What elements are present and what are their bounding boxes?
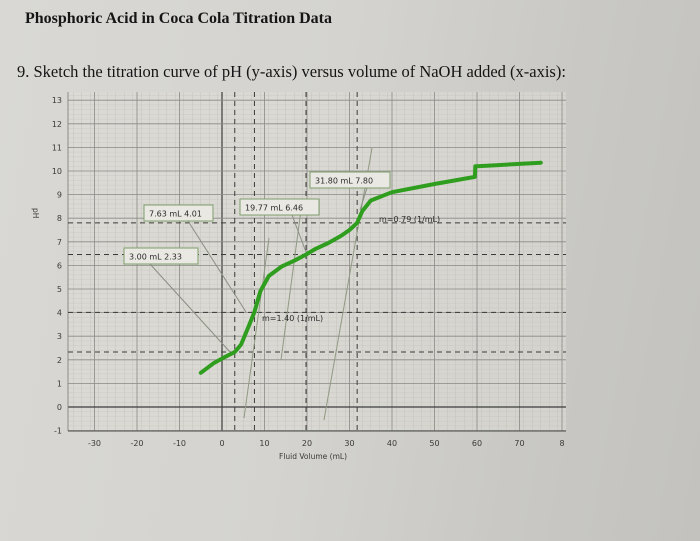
callout-leader-line <box>149 263 231 353</box>
x-axis-ticks: -30 -20 -10 0 10 20 30 40 50 60 70 8 <box>88 439 565 448</box>
x-tick-label: 50 <box>429 439 439 448</box>
x-tick-label: 0 <box>219 439 224 448</box>
tangent-line <box>323 147 373 421</box>
x-tick-label: 30 <box>344 439 354 448</box>
question-text: 9. Sketch the titration curve of pH (y-a… <box>17 62 566 81</box>
ph-curve <box>198 160 543 375</box>
y-tick-label: 0 <box>57 403 62 412</box>
x-tick-label: 40 <box>387 439 397 448</box>
y-tick-label: 11 <box>52 143 62 152</box>
callout-box <box>143 204 214 222</box>
x-tick-label: 60 <box>472 439 482 448</box>
x-tick-label: 70 <box>514 439 524 448</box>
y-tick-label: -1 <box>54 427 62 436</box>
x-tick-label: 20 <box>302 439 312 448</box>
y-tick-label: 8 <box>57 214 62 223</box>
document-title: Phosphoric Acid in Coca Cola Titration D… <box>25 10 332 27</box>
y-tick-label: 6 <box>57 261 62 270</box>
x-tick-label: 10 <box>259 439 269 448</box>
y-axis-label: pH <box>31 208 40 218</box>
y-tick-label: 10 <box>52 167 62 176</box>
callout-label: 31.80 mL 7.80 <box>315 177 373 186</box>
y-tick-label: 1 <box>57 379 62 388</box>
y-tick-label: 4 <box>57 309 62 318</box>
x-tick-label: 8 <box>559 439 564 448</box>
tangent-lines <box>243 147 373 421</box>
x-tick-label: -20 <box>130 439 143 448</box>
annotation-callouts: 3.00 mL 2.33 7.63 mL 4.01 19.77 mL 6.46 31.… <box>123 171 440 353</box>
callout-label: 19.77 mL 6.46 <box>245 204 303 213</box>
y-tick-label: 5 <box>57 285 62 294</box>
callout-box <box>239 198 320 216</box>
slope-label: m=1.40 (1/mL) <box>262 314 323 323</box>
x-tick-label: -10 <box>173 439 186 448</box>
x-tick-label: -30 <box>88 439 101 448</box>
callout-leader-line <box>187 220 247 313</box>
tangent-line <box>243 237 270 419</box>
y-tick-label: 12 <box>52 120 62 129</box>
y-tick-label: 7 <box>57 238 62 247</box>
callout-label: 7.63 mL 4.01 <box>149 210 202 219</box>
callout-label: 3.00 mL 2.33 <box>129 253 182 262</box>
tangent-line <box>280 209 302 361</box>
y-tick-label: 9 <box>57 191 62 200</box>
callout-box <box>123 247 199 265</box>
y-tick-label: 2 <box>57 356 62 365</box>
slope-label: m=0.79 (1/mL) <box>379 215 440 224</box>
y-tick-label: 13 <box>52 96 62 105</box>
x-axis-label: Fluid Volume (mL) <box>279 452 347 461</box>
callout-leader-line <box>291 214 307 253</box>
callout-box <box>309 171 391 189</box>
y-tick-label: 3 <box>57 332 62 341</box>
